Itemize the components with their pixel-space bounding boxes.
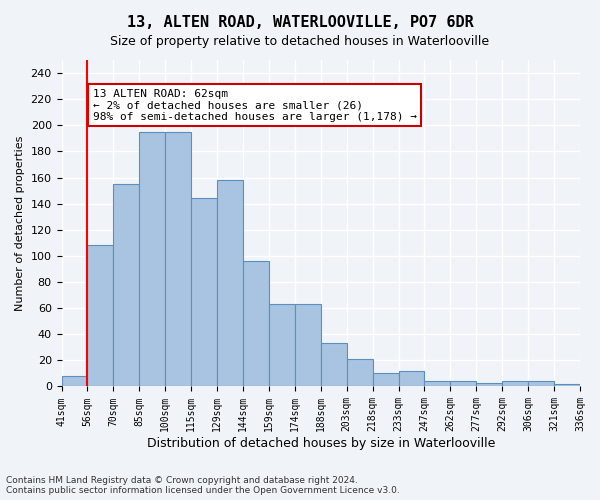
Bar [217, 180, 243, 386]
Bar [62, 376, 88, 386]
Bar [139, 132, 165, 386]
Bar [476, 382, 502, 386]
Bar [321, 344, 347, 386]
Bar [451, 381, 476, 386]
Bar [528, 381, 554, 386]
Text: 13, ALTEN ROAD, WATERLOOVILLE, PO7 6DR: 13, ALTEN ROAD, WATERLOOVILLE, PO7 6DR [127, 15, 473, 30]
Text: 13 ALTEN ROAD: 62sqm
← 2% of detached houses are smaller (26)
98% of semi-detach: 13 ALTEN ROAD: 62sqm ← 2% of detached ho… [92, 88, 416, 122]
Bar [165, 132, 191, 386]
Text: Size of property relative to detached houses in Waterlooville: Size of property relative to detached ho… [110, 35, 490, 48]
Bar [113, 184, 139, 386]
Text: Contains HM Land Registry data © Crown copyright and database right 2024.
Contai: Contains HM Land Registry data © Crown c… [6, 476, 400, 495]
X-axis label: Distribution of detached houses by size in Waterlooville: Distribution of detached houses by size … [146, 437, 495, 450]
Bar [554, 384, 580, 386]
Bar [502, 381, 528, 386]
Bar [373, 374, 398, 386]
Bar [295, 304, 321, 386]
Y-axis label: Number of detached properties: Number of detached properties [15, 136, 25, 311]
Bar [424, 381, 451, 386]
Bar [243, 261, 269, 386]
Bar [269, 304, 295, 386]
Bar [398, 371, 424, 386]
Bar [88, 246, 113, 386]
Bar [191, 198, 217, 386]
Bar [347, 359, 373, 386]
